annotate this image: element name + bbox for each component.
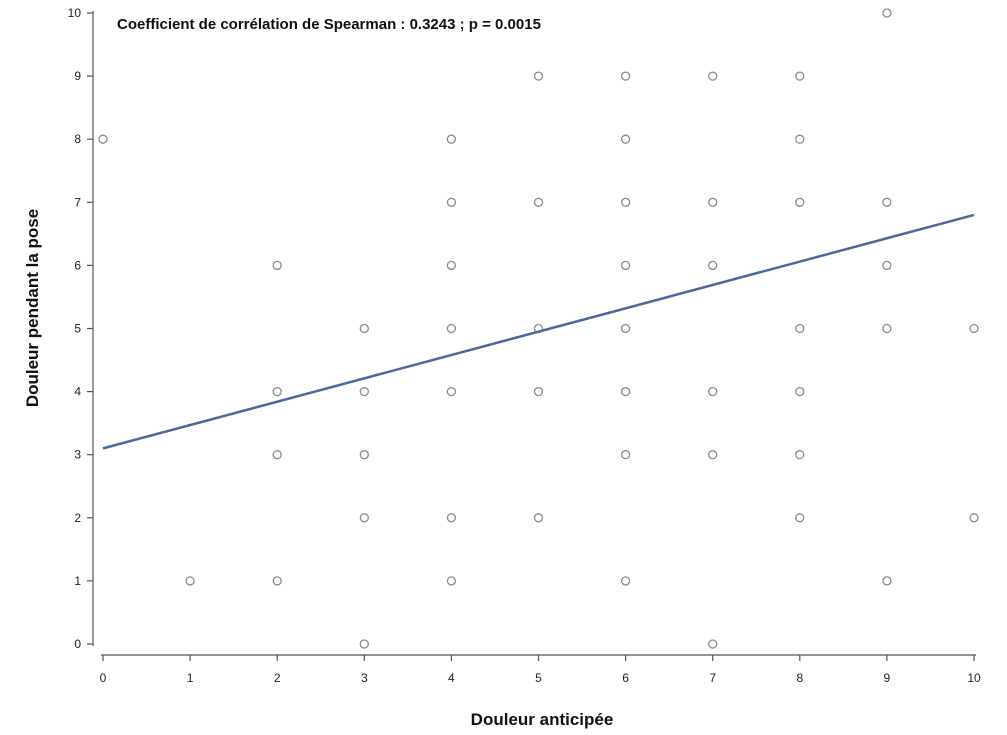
data-point	[359, 450, 369, 460]
data-point	[795, 386, 805, 397]
data-point	[272, 260, 282, 271]
regression-line-group	[102, 213, 975, 450]
data-point	[882, 197, 892, 207]
data-point	[272, 576, 282, 586]
data-point	[359, 386, 369, 397]
data-point	[620, 134, 631, 144]
data-point	[708, 71, 718, 81]
data-point	[446, 576, 457, 586]
data-point	[272, 386, 282, 397]
data-point	[620, 576, 631, 586]
data-point	[533, 197, 544, 207]
y-axis-ticks: 0 1 2 3 4 5 6 7 8 9 10	[68, 6, 93, 651]
y-tick-label: 2	[74, 511, 81, 525]
x-tick-label: 0	[100, 671, 107, 685]
data-point	[446, 260, 457, 271]
data-point	[708, 260, 718, 271]
data-point	[533, 71, 544, 81]
data-point	[446, 386, 457, 397]
data-point	[620, 260, 631, 271]
data-point	[533, 513, 544, 523]
y-tick-label: 4	[74, 385, 81, 399]
data-point	[795, 513, 805, 523]
y-axis-title: Douleur pendant la pose	[23, 209, 42, 407]
x-tick-label: 1	[187, 671, 194, 685]
x-tick-label: 8	[796, 671, 803, 685]
data-point	[795, 71, 805, 81]
data-point	[795, 197, 805, 207]
data-point	[708, 386, 718, 397]
x-axis-title: Douleur anticipée	[471, 710, 614, 729]
data-point	[708, 639, 718, 649]
y-tick-label: 10	[68, 6, 82, 20]
data-point	[272, 450, 282, 460]
chart-title: Coefficient de corrélation de Spearman :…	[117, 16, 541, 33]
x-tick-label: 5	[535, 671, 542, 685]
data-point	[882, 260, 892, 271]
data-point	[620, 386, 631, 397]
data-point	[446, 197, 457, 207]
data-point	[708, 450, 718, 460]
data-point	[708, 197, 718, 207]
data-point	[185, 576, 195, 586]
x-tick-label: 10	[967, 671, 981, 685]
data-point	[359, 513, 369, 523]
data-point	[882, 576, 892, 586]
data-point	[620, 323, 631, 334]
data-point	[969, 323, 979, 334]
x-tick-label: 7	[709, 671, 716, 685]
data-point	[446, 513, 457, 523]
data-point	[620, 197, 631, 207]
y-tick-label: 6	[74, 258, 81, 272]
data-point	[98, 134, 108, 144]
x-axis-ticks: 0 1 2 3 4 5 6 7 8 9 10	[100, 655, 981, 685]
data-point	[446, 134, 457, 144]
data-point	[620, 71, 631, 81]
data-point	[795, 450, 805, 460]
x-tick-label: 4	[448, 671, 455, 685]
data-point	[620, 450, 631, 460]
y-tick-label: 5	[74, 322, 81, 336]
data-point	[882, 8, 892, 18]
y-tick-label: 3	[74, 448, 81, 462]
data-point	[882, 323, 892, 334]
y-tick-label: 9	[74, 69, 81, 83]
data-point	[359, 639, 369, 649]
data-point	[795, 323, 805, 334]
y-tick-label: 7	[74, 195, 81, 209]
data-points	[98, 8, 979, 649]
y-tick-label: 1	[74, 574, 81, 588]
x-tick-label: 6	[622, 671, 629, 685]
data-point	[533, 386, 544, 397]
data-point	[446, 323, 457, 334]
y-tick-label: 8	[74, 132, 81, 146]
data-point	[795, 134, 805, 144]
x-tick-label: 2	[274, 671, 281, 685]
x-tick-label: 3	[361, 671, 368, 685]
regression-line	[102, 213, 975, 450]
data-point	[969, 513, 979, 523]
data-point	[359, 323, 369, 334]
y-tick-label: 0	[74, 637, 81, 651]
x-tick-label: 9	[884, 671, 891, 685]
